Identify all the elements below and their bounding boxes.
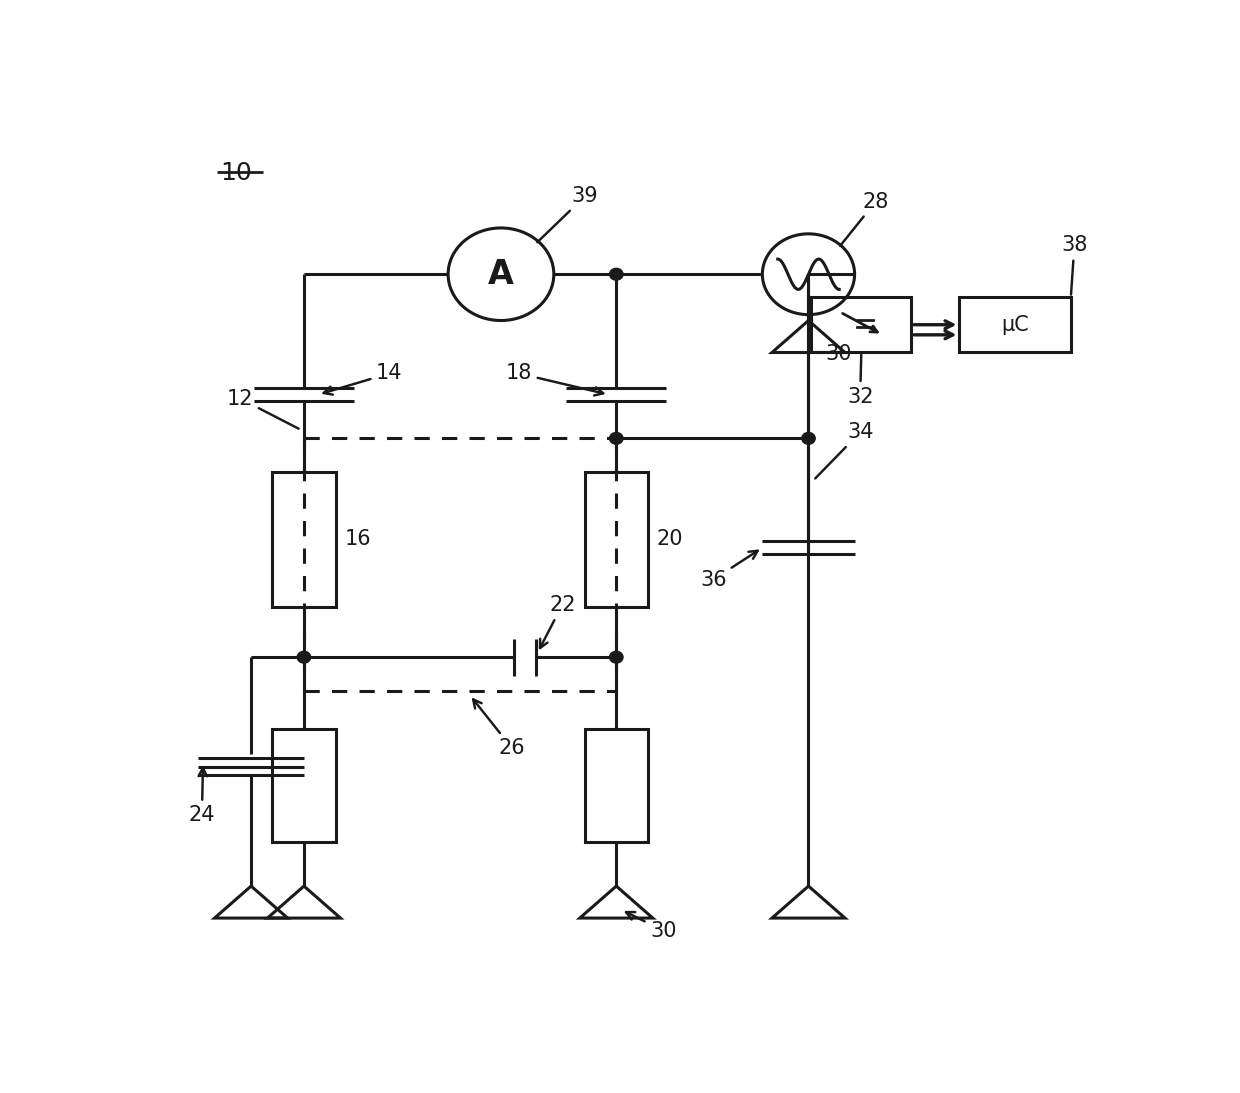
Text: 28: 28: [841, 191, 889, 246]
Text: 10: 10: [221, 161, 252, 185]
Text: 18: 18: [506, 364, 603, 396]
Text: 26: 26: [474, 700, 526, 757]
Text: 38: 38: [1061, 235, 1087, 295]
Text: 12: 12: [227, 389, 299, 428]
Text: μC: μC: [1001, 315, 1029, 334]
Text: 24: 24: [188, 768, 215, 825]
Text: A: A: [489, 258, 513, 291]
Bar: [960, 297, 1071, 352]
Text: 39: 39: [537, 186, 599, 243]
Text: 30: 30: [826, 344, 852, 364]
Text: 22: 22: [539, 595, 575, 648]
Circle shape: [298, 651, 311, 663]
Bar: [584, 472, 649, 607]
Circle shape: [610, 433, 622, 444]
Bar: [273, 472, 336, 607]
Text: 16: 16: [345, 529, 371, 550]
Bar: [273, 729, 336, 843]
Text: 30: 30: [626, 912, 676, 941]
Circle shape: [802, 433, 815, 444]
Text: 36: 36: [699, 551, 758, 589]
Bar: [811, 297, 911, 352]
Circle shape: [610, 651, 622, 663]
Text: 14: 14: [324, 364, 403, 395]
Circle shape: [610, 269, 622, 280]
Bar: [584, 729, 649, 843]
Text: 32: 32: [847, 355, 873, 407]
Text: 20: 20: [657, 529, 683, 550]
Text: 34: 34: [815, 422, 873, 479]
